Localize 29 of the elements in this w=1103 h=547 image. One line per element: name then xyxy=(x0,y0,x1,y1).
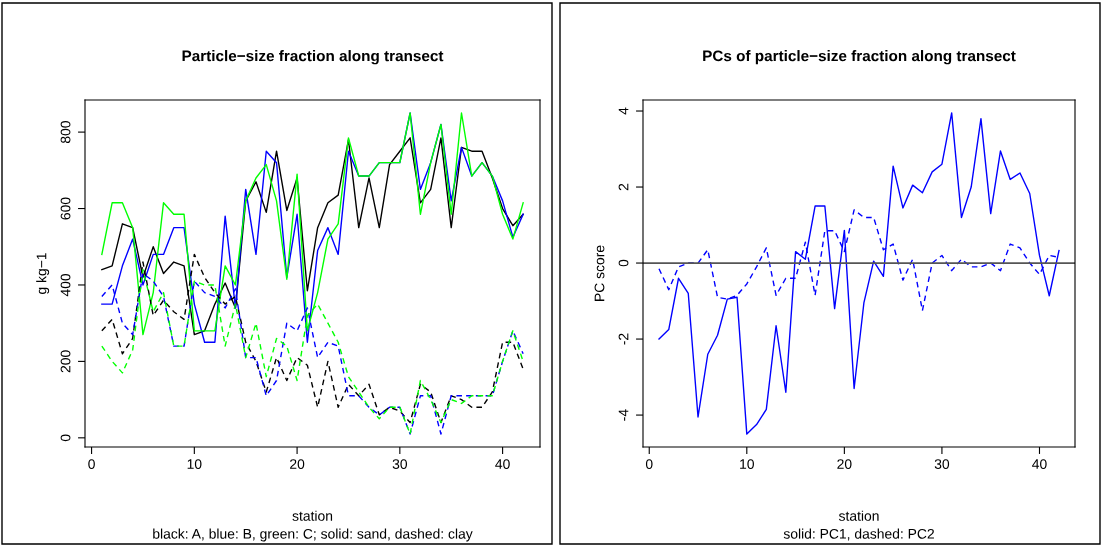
x-tick-label: 20 xyxy=(837,459,852,470)
x-tick-label: 20 xyxy=(290,459,305,470)
y-axis-title: g kg−1 xyxy=(36,253,50,294)
x-tick-label: 0 xyxy=(88,459,95,470)
chart-title: Particle−size fraction along transect xyxy=(182,50,444,65)
x-tick-label: 30 xyxy=(392,459,408,470)
x-tick-label: 30 xyxy=(934,459,950,470)
x-tick-label: 40 xyxy=(1032,459,1047,470)
x-tick-label: 0 xyxy=(645,459,653,470)
line-series xyxy=(658,112,1060,435)
y-tick-label: -2 xyxy=(618,333,629,345)
chart-title: PCs of particle−size fraction along transect xyxy=(703,50,1016,65)
x-tick-label: 40 xyxy=(495,459,510,470)
text: solid: PC1, dashed: PC2 xyxy=(783,528,934,541)
y-tick-label: 0 xyxy=(60,434,71,442)
y-tick-label: 800 xyxy=(60,121,71,144)
x-axis-title: station xyxy=(838,510,879,521)
y-axis-title: PC score xyxy=(594,245,605,301)
x-axis-title: station xyxy=(292,510,333,521)
x-tick-label: 10 xyxy=(187,459,202,470)
y-tick-label: 200 xyxy=(60,350,71,373)
y-tick-label: 600 xyxy=(60,197,71,220)
y-tick-label: 4 xyxy=(618,107,629,115)
y-tick-label: 400 xyxy=(60,273,71,297)
y-tick-label: 2 xyxy=(618,183,629,191)
y-tick-label: 0 xyxy=(618,259,629,267)
x-tick-label: 10 xyxy=(740,459,754,470)
text: black: A, blue: B, green: C; solid: sand, dashed: clay xyxy=(153,528,473,542)
y-tick-label: -4 xyxy=(618,409,629,421)
